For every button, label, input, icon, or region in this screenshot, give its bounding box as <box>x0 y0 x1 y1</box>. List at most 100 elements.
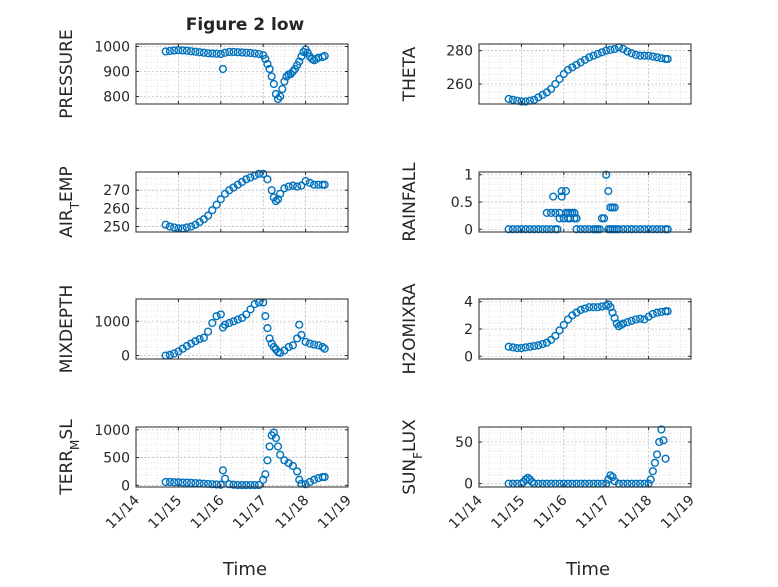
data-point <box>178 46 187 55</box>
data-point <box>648 467 657 476</box>
y-tick-label: 260 <box>103 201 130 217</box>
data-point <box>555 326 564 335</box>
data-point <box>254 169 264 178</box>
y-tick-label: 900 <box>103 65 130 81</box>
y-axis-label: AIRTEMP <box>57 166 82 237</box>
data-point <box>293 182 302 191</box>
y-axis-label-main: PRESSURE <box>57 29 77 118</box>
data-point <box>314 341 323 350</box>
data-point <box>561 186 571 196</box>
data-point <box>525 225 534 234</box>
data-point <box>576 58 585 67</box>
data-point <box>549 192 558 201</box>
data-point <box>619 319 628 328</box>
data-point <box>610 203 619 212</box>
data-point <box>521 225 530 234</box>
x-tick-label: 11/14 <box>103 492 143 532</box>
x-tick-label: 11/16 <box>188 492 228 532</box>
data-point <box>551 208 560 218</box>
data-point <box>161 477 170 487</box>
data-point <box>261 312 270 321</box>
data-point <box>561 208 571 218</box>
data-point <box>187 222 196 231</box>
y-axis-label-main: THETA <box>400 46 420 102</box>
data-point <box>165 350 175 359</box>
data-point <box>170 478 179 487</box>
data-point <box>309 475 319 484</box>
data-point <box>276 92 285 101</box>
data-point <box>297 330 306 340</box>
data-point <box>178 478 187 487</box>
data-point <box>284 182 293 191</box>
data-point <box>663 225 672 234</box>
data-point <box>170 46 179 55</box>
y-axis-label: RAINFALL <box>400 162 420 242</box>
data-point <box>572 225 581 234</box>
data-point <box>534 341 543 350</box>
data-point <box>517 97 526 106</box>
data-point <box>595 225 604 234</box>
y-axis-label-main: RAINFALL <box>400 162 420 242</box>
data-point <box>557 186 566 196</box>
axes-box <box>478 426 692 488</box>
data-point <box>271 434 281 443</box>
data-point <box>182 223 191 232</box>
data-point <box>288 461 297 470</box>
y-tick-label: 50 <box>455 435 473 451</box>
data-point <box>563 315 573 324</box>
data-point <box>538 90 547 99</box>
data-point <box>555 74 564 84</box>
data-point <box>165 46 175 56</box>
data-point <box>170 349 179 358</box>
data-point <box>580 304 590 313</box>
data-point <box>553 225 562 234</box>
data-point <box>517 225 526 234</box>
data-point <box>640 51 649 60</box>
data-point <box>525 342 534 351</box>
data-point <box>218 64 228 74</box>
y-tick-label: 0 <box>464 349 473 365</box>
data-point <box>233 315 242 324</box>
data-point <box>305 339 314 348</box>
data-point <box>276 450 285 459</box>
data-point <box>297 181 306 190</box>
data-point <box>631 315 640 324</box>
data-point <box>504 225 513 234</box>
data-point <box>278 84 287 94</box>
data-point <box>652 308 662 317</box>
data-point <box>320 51 329 61</box>
x-tick-label: 11/18 <box>616 493 656 533</box>
data-point <box>229 47 238 57</box>
data-point <box>187 47 196 56</box>
data-point <box>229 480 238 489</box>
x-tick-label: 11/16 <box>531 492 571 532</box>
data-point <box>557 192 566 201</box>
data-point <box>593 49 602 59</box>
data-point <box>627 49 636 58</box>
data-point <box>572 60 581 69</box>
data-point <box>225 318 234 328</box>
data-point <box>305 477 314 487</box>
data-point <box>233 480 242 490</box>
data-point <box>242 175 251 184</box>
data-point <box>599 214 609 223</box>
data-point <box>623 225 632 234</box>
data-point <box>566 208 575 218</box>
data-point <box>259 169 268 178</box>
y-tick-label: 0 <box>464 222 473 238</box>
data-point <box>284 342 293 352</box>
data-point <box>301 176 310 186</box>
data-point <box>530 341 539 351</box>
data-point <box>521 343 530 352</box>
data-point <box>508 225 518 234</box>
subplot-pressure: 800 900 1000 PRESSURE <box>57 29 349 119</box>
data-point <box>208 206 217 215</box>
y-tick-label: 4 <box>464 295 473 311</box>
data-point <box>309 180 319 189</box>
y-tick-label: 280 <box>446 44 473 60</box>
y-axis-label: MIXDEPTH <box>57 285 77 374</box>
data-point <box>657 425 666 434</box>
data-point <box>282 72 291 81</box>
data-point <box>309 340 319 349</box>
